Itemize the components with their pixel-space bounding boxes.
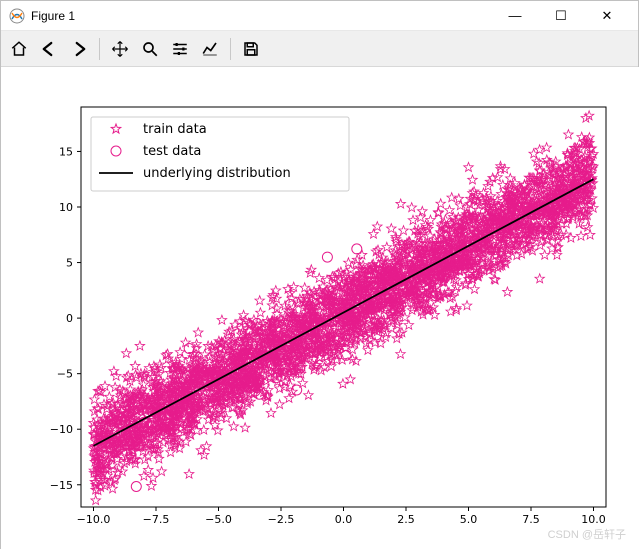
zoom-icon[interactable] <box>136 35 164 63</box>
figure-canvas: −10.0 −7.5 −5.0 −2.5 0.0 2.5 5.0 7.5 10.0 −15 −10 −… <box>1 67 638 548</box>
save-icon[interactable] <box>237 35 265 63</box>
svg-text:5: 5 <box>66 257 73 270</box>
svg-text:−10: −10 <box>50 423 73 436</box>
scatter-chart: −10.0 −7.5 −5.0 −2.5 0.0 2.5 5.0 7.5 10.0 −15 −10 −… <box>1 67 639 550</box>
svg-text:test data: test data <box>143 144 201 159</box>
svg-text:−5.0: −5.0 <box>205 513 232 526</box>
svg-text:10.0: 10.0 <box>581 513 606 526</box>
svg-text:10: 10 <box>59 201 73 214</box>
window-titlebar: Figure 1 — ☐ ✕ <box>1 1 638 31</box>
close-button[interactable]: ✕ <box>584 1 630 31</box>
svg-text:0: 0 <box>66 312 73 325</box>
window-controls: — ☐ ✕ <box>492 1 630 31</box>
svg-text:train data: train data <box>143 122 207 137</box>
toolbar-separator <box>230 38 231 60</box>
maximize-button[interactable]: ☐ <box>538 1 584 31</box>
svg-text:2.5: 2.5 <box>397 513 415 526</box>
pan-icon[interactable] <box>106 35 134 63</box>
svg-text:15: 15 <box>59 145 73 158</box>
app-icon <box>9 8 25 24</box>
back-icon[interactable] <box>35 35 63 63</box>
configure-icon[interactable] <box>166 35 194 63</box>
legend: train data test data underlying distributi… <box>91 117 349 191</box>
svg-text:5.0: 5.0 <box>460 513 478 526</box>
toolbar-separator <box>99 38 100 60</box>
svg-text:−10.0: −10.0 <box>77 513 111 526</box>
svg-text:−5: −5 <box>57 368 73 381</box>
edit-axes-icon[interactable] <box>196 35 224 63</box>
minimize-button[interactable]: — <box>492 1 538 31</box>
svg-text:0.0: 0.0 <box>335 513 353 526</box>
svg-text:−7.5: −7.5 <box>143 513 170 526</box>
window-title: Figure 1 <box>31 9 75 23</box>
home-icon[interactable] <box>5 35 33 63</box>
svg-text:−2.5: −2.5 <box>268 513 295 526</box>
matplotlib-toolbar <box>1 31 638 67</box>
svg-text:underlying distribution: underlying distribution <box>143 166 291 181</box>
forward-icon[interactable] <box>65 35 93 63</box>
svg-text:−15: −15 <box>50 479 73 492</box>
svg-text:7.5: 7.5 <box>522 513 540 526</box>
